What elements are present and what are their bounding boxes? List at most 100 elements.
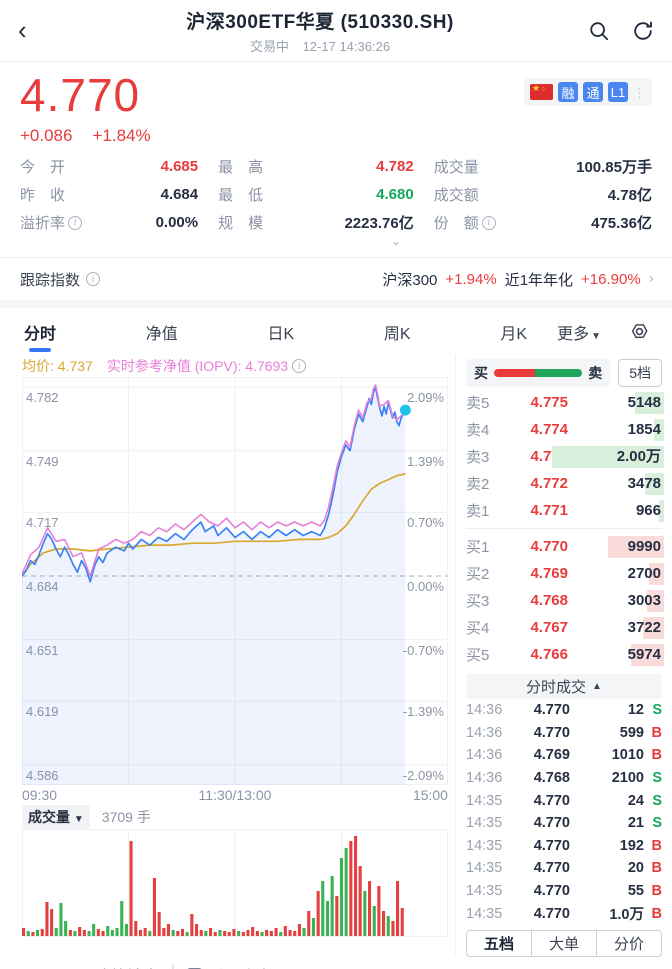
info-icon[interactable]: i <box>481 215 496 230</box>
trade-tape: 14:36 4.770 12 S 14:36 4.770 599 B 14:36 4.769 101… <box>466 699 662 925</box>
quantity-text: 2.00万 <box>616 447 661 465</box>
depth-level-button[interactable]: 5档 <box>618 359 662 387</box>
tab-月K[interactable]: 月K <box>500 325 528 343</box>
badge-通[interactable]: 通 <box>583 82 603 102</box>
order-book-divider <box>466 528 662 529</box>
ask-row[interactable]: 卖5 4.775 5148 <box>466 389 664 416</box>
change-percent: +1.84% <box>92 126 151 145</box>
tab-分时[interactable]: 分时 <box>22 310 58 354</box>
trade-row: 14:35 4.770 21 S <box>466 812 662 835</box>
trade-price: 4.770 <box>533 702 570 719</box>
quantity-text: 9990 <box>627 537 661 555</box>
badge-融[interactable]: 融 <box>558 82 578 102</box>
page-title: 沪深300ETF华夏 (510330.SH) <box>186 11 454 33</box>
header: ‹ 沪深300ETF华夏 (510330.SH) 交易中 12-17 14:36… <box>0 0 672 62</box>
divider <box>0 257 672 258</box>
trade-price: 4.770 <box>533 860 570 877</box>
bid-row[interactable]: 买5 4.766 5974 <box>466 641 664 668</box>
stat-label: 今 开 <box>20 156 65 177</box>
tape-tab-大单[interactable]: 大单 <box>531 930 596 956</box>
stat-value: 0.00% <box>155 214 199 231</box>
info-icon[interactable]: i <box>68 215 83 230</box>
shadow-account-toggle[interactable]: 影子账户 <box>187 963 272 969</box>
level-price: 4.774 <box>530 421 568 438</box>
ask-row[interactable]: 卖1 4.771 966 <box>466 497 664 524</box>
tape-mode-tabs: 五档 大单 分价 <box>466 929 662 957</box>
trade-time: 14:35 <box>466 837 503 854</box>
level-quantity: 966 <box>568 499 664 522</box>
time-axis: 09:30 11:30/13:00 15:00 <box>22 785 448 805</box>
stat-cell: 成交量 100.85万手 <box>434 156 652 177</box>
trade-row: 14:36 4.770 12 S <box>466 699 662 722</box>
tape-tab-分价[interactable]: 分价 <box>596 930 661 956</box>
trade-price: 4.770 <box>533 724 570 741</box>
quantity-heat-bar <box>643 616 664 639</box>
trade-row: 14:35 4.770 192 B <box>466 835 662 858</box>
badge-L1[interactable]: L1 <box>608 82 628 102</box>
level-quantity: 2.00万 <box>552 445 664 468</box>
ask-row[interactable]: 卖3 4.773 2.00万 <box>466 443 664 470</box>
trade-time: 14:36 <box>466 724 503 741</box>
trade-side: S <box>652 815 662 832</box>
trade-price: 4.769 <box>533 747 570 764</box>
decision-kit-link[interactable]: 决策锦囊 <box>95 963 159 969</box>
trade-quantity: 1.0万 <box>609 907 644 924</box>
settings-icon[interactable] <box>629 321 650 342</box>
stat-label-text: 最 高 <box>218 159 264 176</box>
bid-row[interactable]: 买3 4.768 3003 <box>466 587 664 614</box>
stats-expand-chevron-icon[interactable]: ⌄ <box>390 234 402 248</box>
change-absolute: +0.086 <box>20 126 73 145</box>
quantity-text: 966 <box>635 501 661 519</box>
chart-tab-bar: 分时 净值 日K 周K 月K 更多 ▼ <box>0 308 672 355</box>
bid-row[interactable]: 买4 4.767 3722 <box>466 614 664 641</box>
tape-tab-五档[interactable]: 五档 <box>483 935 514 953</box>
level-price: 4.772 <box>530 475 568 492</box>
ask-row[interactable]: 卖2 4.772 3478 <box>466 470 664 497</box>
section-gap <box>0 300 672 308</box>
level-label: 卖1 <box>466 503 490 520</box>
tab-日K[interactable]: 日K <box>267 325 295 343</box>
tracking-index-link[interactable]: 沪深300 +1.94% 近1年年化 +16.90% › <box>382 269 654 290</box>
ask-row[interactable]: 卖4 4.774 1854 <box>466 416 664 443</box>
tab-净值[interactable]: 净值 <box>145 325 178 343</box>
triangle-up-icon: ▲ <box>592 681 602 692</box>
intraday-price-chart[interactable]: 4.782 2.09% 4.749 1.39% 4.717 0.70% 4.684 0.00%… <box>22 377 448 785</box>
chevron-down-icon: ▼ <box>73 814 84 825</box>
refresh-icon[interactable] <box>632 20 654 42</box>
buy-label: 买 <box>474 365 488 381</box>
tracking-index-row: 跟踪指数 i 沪深300 +1.94% 近1年年化 +16.90% › <box>0 258 672 300</box>
legend-iopv: 实时参考净值 (IOPV): 4.7693 i <box>107 356 307 376</box>
info-icon[interactable]: i <box>86 272 101 286</box>
stat-label-text: 昨 收 <box>20 187 66 204</box>
search-icon[interactable] <box>588 20 610 42</box>
volume-selector[interactable]: 成交量 ▼ <box>22 805 90 829</box>
tape-header[interactable]: 分时成交 ▲ <box>466 674 662 699</box>
trade-time: 14:36 <box>466 770 503 787</box>
bid-row[interactable]: 买2 4.769 2700 <box>466 560 664 587</box>
trade-row: 14:35 4.770 20 B <box>466 857 662 880</box>
trade-side: B <box>651 883 662 900</box>
quantity-heat-bar <box>653 418 664 441</box>
chevron-down-icon: ▼ <box>591 330 601 342</box>
level-price: 4.769 <box>530 565 568 582</box>
more-badges-icon[interactable]: ⋮ <box>633 84 646 100</box>
order-book-header: 买 卖 5档 <box>466 359 662 387</box>
y-axis-price-label: 4.717 <box>26 515 59 531</box>
annualized-label: 近1年年化 <box>504 271 574 289</box>
quantity-text: 3003 <box>627 591 661 609</box>
trade-time: 14:35 <box>466 905 503 922</box>
tab-周K[interactable]: 周K <box>383 325 411 343</box>
buy-sell-ratio-bar: 买 卖 <box>466 359 611 387</box>
trade-price: 4.770 <box>533 815 570 832</box>
trade-row: 14:36 4.769 1010 B <box>466 744 662 767</box>
trade-quantity: 2100 <box>611 770 644 787</box>
stat-cell: 今 开 4.685 <box>20 156 198 177</box>
bid-row[interactable]: 买1 4.770 9990 <box>466 533 664 560</box>
back-button[interactable]: ‹ <box>18 15 27 45</box>
trade-time: 14:36 <box>466 702 503 719</box>
trade-quantity: 20 <box>627 860 644 877</box>
stat-label-text: 规 模 <box>218 215 264 232</box>
info-icon[interactable]: i <box>292 359 307 373</box>
tab-more[interactable]: 更多 ▼ <box>557 325 601 343</box>
